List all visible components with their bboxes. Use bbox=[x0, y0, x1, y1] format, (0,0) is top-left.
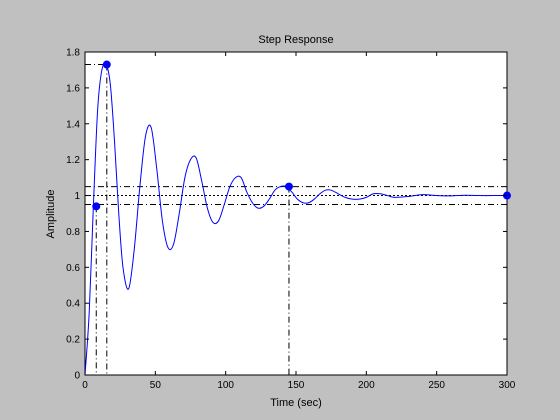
chart-title: Step Response bbox=[258, 34, 333, 46]
y-tick-label: 1.6 bbox=[66, 83, 80, 94]
settling-time-point bbox=[284, 182, 293, 191]
x-axis-label: Time (sec) bbox=[270, 397, 322, 409]
axes-background bbox=[84, 51, 508, 376]
x-tick-label: 250 bbox=[428, 380, 445, 391]
x-tick-label: 300 bbox=[499, 380, 516, 391]
y-tick-label: 0.8 bbox=[66, 227, 80, 238]
x-tick-label: 50 bbox=[150, 380, 162, 391]
x-tick-label: 200 bbox=[358, 380, 375, 391]
reference-lines bbox=[85, 64, 507, 375]
y-tick-label: 1 bbox=[74, 191, 80, 202]
plot-axes[interactable]: 0 50 100 150 200 250 300 0 0.2 0.4 0.6 0.8 1 1.2 1.4 1… bbox=[66, 48, 516, 392]
y-tick-label: 0.4 bbox=[66, 299, 80, 310]
x-axis-ticks: 0 50 100 150 200 250 300 bbox=[82, 52, 516, 391]
y-tick-label: 0 bbox=[74, 371, 80, 382]
step-response-curve bbox=[84, 62, 507, 376]
y-axis-ticks: 0 0.2 0.4 0.6 0.8 1 1.2 1.4 1.6 1.8 bbox=[66, 48, 507, 382]
rise-time-point bbox=[92, 202, 101, 211]
y-axis-label: Amplitude bbox=[45, 190, 57, 239]
peak-point bbox=[102, 60, 111, 69]
x-tick-label: 0 bbox=[82, 380, 88, 391]
y-tick-label: 1.2 bbox=[66, 155, 80, 166]
x-tick-label: 100 bbox=[217, 380, 234, 391]
x-tick-label: 150 bbox=[288, 380, 305, 391]
y-tick-label: 1.4 bbox=[66, 119, 80, 130]
y-tick-label: 1.8 bbox=[66, 48, 80, 59]
y-tick-label: 0.2 bbox=[66, 335, 80, 346]
y-tick-label: 0.6 bbox=[66, 263, 80, 274]
